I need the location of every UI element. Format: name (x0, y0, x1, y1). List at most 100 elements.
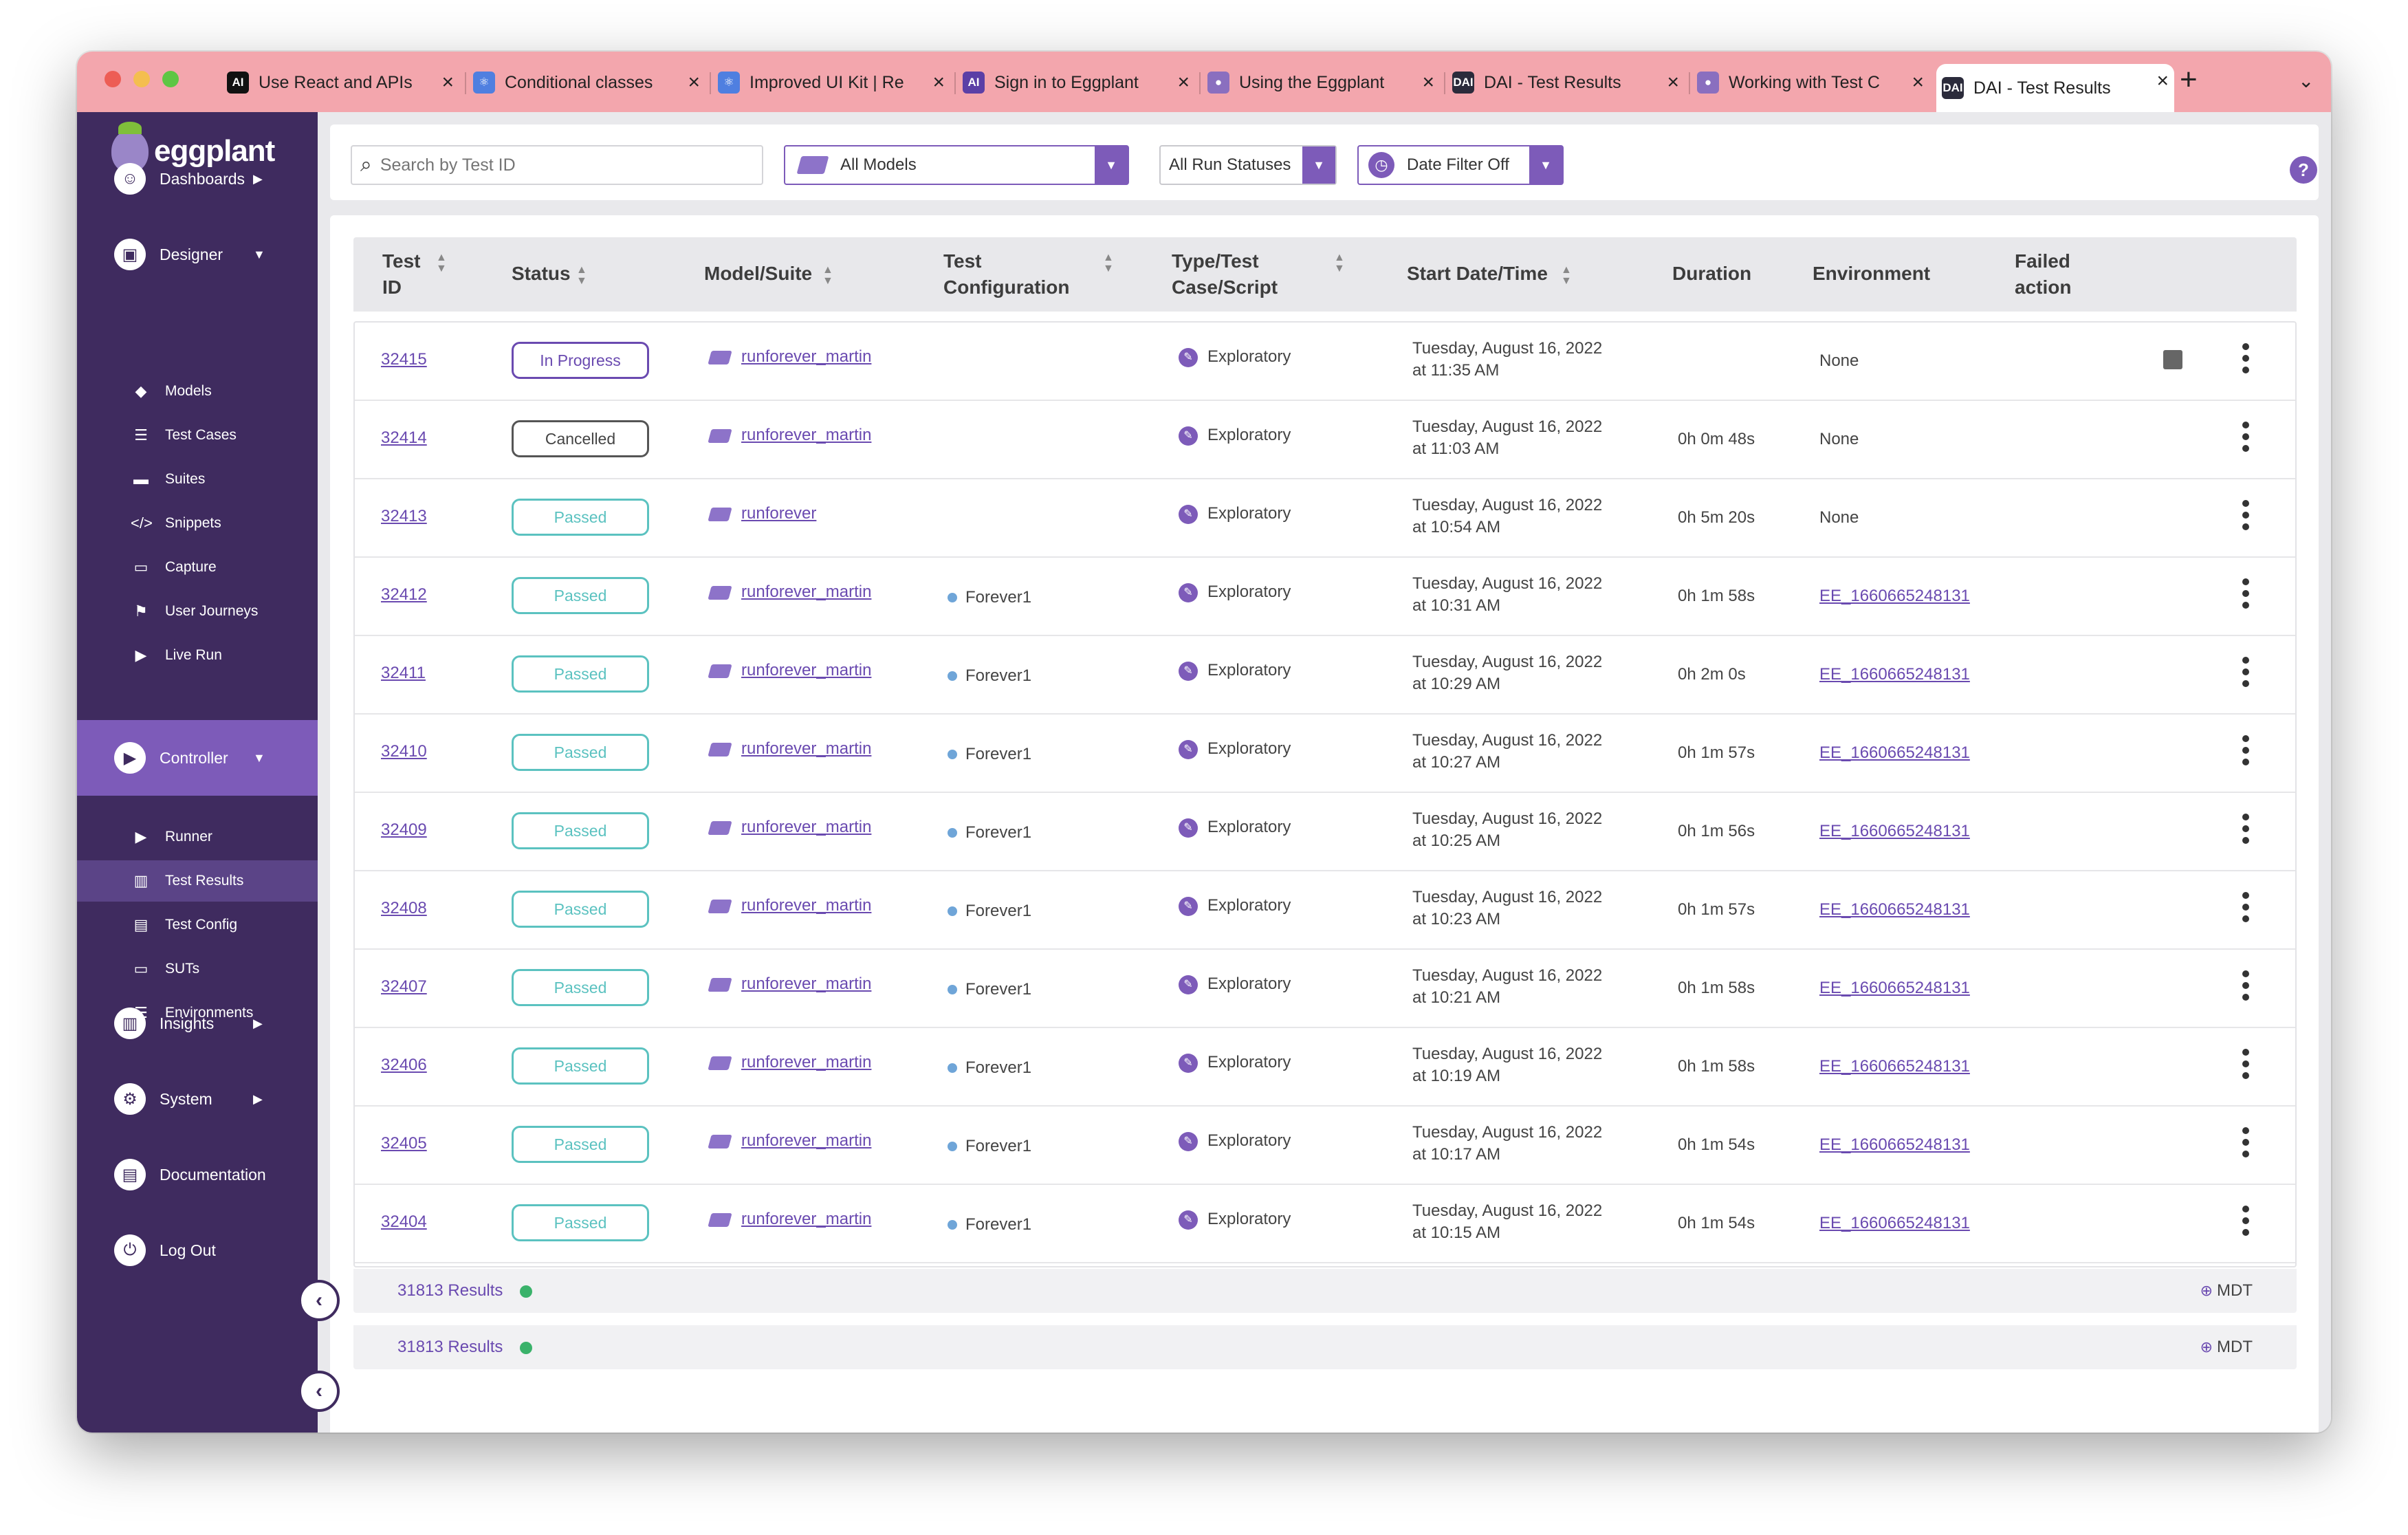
sort-icon[interactable]: ▲ ▼ (576, 264, 587, 287)
test-id-link[interactable]: 32414 (381, 428, 427, 447)
more-actions-icon[interactable] (2240, 1127, 2251, 1162)
sidebar-item-system[interactable]: ⚙ System ▶ (77, 1069, 318, 1129)
sidebar-subitem-snippets[interactable]: </> Snippets (77, 503, 318, 544)
column-header-model-suite[interactable]: Model/Suite ▲ ▼ (704, 263, 833, 287)
browser-tab[interactable]: ⚛ Conditional classes × (468, 65, 705, 100)
browser-tab[interactable]: ● Working with Test C × (1692, 65, 1929, 100)
close-tab-icon[interactable]: × (932, 71, 945, 94)
new-tab-button[interactable]: + (2180, 63, 2198, 96)
zoom-window-button[interactable] (162, 71, 179, 87)
sidebar-item-documentation[interactable]: ▤ Documentation (77, 1145, 318, 1204)
model-link[interactable]: runforever (741, 504, 817, 523)
environment[interactable]: EE_1660665248131 (1819, 587, 1970, 605)
date-filter-select[interactable]: ◷ Date Filter Off ▼ (1357, 145, 1564, 185)
stop-icon[interactable] (2163, 350, 2182, 369)
sidebar-subitem-runner[interactable]: ▶ Runner (77, 816, 318, 858)
column-header-type[interactable]: Type/Test Case/Script ▲ ▼ (1172, 250, 1345, 298)
eggplant-logo[interactable]: eggplant (111, 122, 275, 173)
more-actions-icon[interactable] (2240, 657, 2251, 691)
test-id-link[interactable]: 32406 (381, 1056, 427, 1074)
help-button[interactable]: ? (2290, 156, 2317, 184)
more-actions-icon[interactable] (2240, 970, 2251, 1005)
environment[interactable]: EE_1660665248131 (1819, 979, 1970, 997)
sidebar-subitem-models[interactable]: ◆ Models (77, 371, 318, 412)
close-tab-icon[interactable]: × (2156, 69, 2169, 92)
test-id-link[interactable]: 32404 (381, 1212, 427, 1231)
status-filter-select[interactable]: All Run Statuses ▼ (1159, 145, 1337, 185)
model-link[interactable]: runforever_martin (741, 1131, 872, 1150)
timezone[interactable]: ⊕ MDT (2200, 1338, 2253, 1356)
test-id-link[interactable]: 32412 (381, 585, 427, 604)
model-link[interactable]: runforever_martin (741, 818, 872, 836)
sidebar-subitem-test-config[interactable]: ▤ Test Config (77, 904, 318, 946)
sidebar-item-controller[interactable]: ▶ Controller ▼ (77, 720, 318, 796)
browser-tab[interactable]: DAI DAI - Test Results × (1936, 64, 2174, 112)
close-tab-icon[interactable]: × (441, 71, 454, 94)
environment[interactable]: EE_1660665248131 (1819, 1214, 1970, 1232)
sidebar-item-insights[interactable]: ▥ Insights ▶ (77, 994, 318, 1053)
close-tab-icon[interactable]: × (1422, 71, 1434, 94)
sort-icon[interactable]: ▲ ▼ (1334, 252, 1345, 274)
test-id-link[interactable]: 32407 (381, 977, 427, 996)
column-header-status[interactable]: Status ▲ ▼ (512, 263, 587, 287)
browser-tab[interactable]: ● Using the Eggplant × (1202, 65, 1440, 100)
more-actions-icon[interactable] (2240, 500, 2251, 534)
model-link[interactable]: runforever_martin (741, 975, 872, 993)
test-id-link[interactable]: 32411 (381, 664, 426, 682)
test-id-link[interactable]: 32405 (381, 1134, 427, 1153)
environment[interactable]: EE_1660665248131 (1819, 665, 1970, 684)
test-id-link[interactable]: 32415 (381, 350, 427, 369)
more-actions-icon[interactable] (2240, 422, 2251, 456)
column-header-start-date[interactable]: Start Date/Time ▲ ▼ (1407, 263, 1572, 287)
sidebar-subitem-environments[interactable]: ☰ Environments (77, 992, 318, 1034)
sidebar-subitem-test-cases[interactable]: ☰ Test Cases (77, 415, 318, 456)
browser-tab[interactable]: AI Sign in to Eggplant × (957, 65, 1195, 100)
more-actions-icon[interactable] (2240, 1049, 2251, 1083)
model-link[interactable]: runforever_martin (741, 739, 872, 758)
model-link[interactable]: runforever_martin (741, 426, 872, 444)
model-link[interactable]: runforever_martin (741, 347, 872, 366)
test-id-link[interactable]: 32410 (381, 742, 427, 761)
sidebar-subitem-suts[interactable]: ▭ SUTs (77, 948, 318, 990)
browser-tab[interactable]: DAI DAI - Test Results × (1447, 65, 1685, 100)
more-actions-icon[interactable] (2240, 578, 2251, 613)
model-link[interactable]: runforever_martin (741, 896, 872, 915)
sidebar-subitem-capture[interactable]: ▭ Capture (77, 547, 318, 588)
sort-icon[interactable]: ▲ ▼ (1103, 252, 1114, 274)
column-header-test-id[interactable]: Test ID ▲ ▼ (382, 250, 447, 298)
close-tab-icon[interactable]: × (1667, 71, 1679, 94)
test-id-link[interactable]: 32408 (381, 899, 427, 917)
more-actions-icon[interactable] (2240, 343, 2251, 378)
collapse-sidebar-button-secondary[interactable]: ‹ (298, 1371, 340, 1412)
model-link[interactable]: runforever_martin (741, 1053, 872, 1071)
environment[interactable]: EE_1660665248131 (1819, 1057, 1970, 1076)
sidebar-item-designer[interactable]: ▣ Designer ▼ (77, 225, 318, 284)
environment[interactable]: EE_1660665248131 (1819, 1135, 1970, 1154)
more-actions-icon[interactable] (2240, 1206, 2251, 1240)
sidebar-item-log-out[interactable]: ⏻ Log Out (77, 1221, 318, 1280)
sort-icon[interactable]: ▲ ▼ (1561, 264, 1572, 287)
sidebar-subitem-test-results[interactable]: ▥ Test Results (77, 860, 318, 902)
model-filter-select[interactable]: All Models ▼ (784, 145, 1129, 185)
sort-icon[interactable]: ▲ ▼ (436, 252, 447, 274)
timezone[interactable]: ⊕ MDT (2200, 1281, 2253, 1300)
sidebar-subitem-user-journeys[interactable]: ⚑ User Journeys (77, 591, 318, 632)
close-window-button[interactable] (105, 71, 121, 87)
environment[interactable]: EE_1660665248131 (1819, 900, 1970, 919)
environment[interactable]: EE_1660665248131 (1819, 822, 1970, 840)
more-actions-icon[interactable] (2240, 814, 2251, 848)
browser-tab[interactable]: AI Use React and APIs × (221, 65, 459, 100)
sidebar-subitem-suites[interactable]: ▬ Suites (77, 459, 318, 500)
search-input[interactable] (380, 155, 738, 175)
sidebar-item-dashboards[interactable]: ☺ Dashboards ▶ (77, 149, 318, 208)
search-box[interactable]: ⌕ (351, 145, 763, 185)
close-tab-icon[interactable]: × (1912, 71, 1924, 94)
model-link[interactable]: runforever_martin (741, 583, 872, 601)
environment[interactable]: EE_1660665248131 (1819, 743, 1970, 762)
tab-list-chevron-icon[interactable]: ⌄ (2298, 70, 2314, 91)
more-actions-icon[interactable] (2240, 735, 2251, 770)
sort-icon[interactable]: ▲ ▼ (822, 264, 833, 287)
sidebar-subitem-live-run[interactable]: ▶ Live Run (77, 635, 318, 676)
column-header-test-configuration[interactable]: Test Configuration ▲ ▼ (943, 250, 1114, 298)
model-link[interactable]: runforever_martin (741, 1210, 872, 1228)
